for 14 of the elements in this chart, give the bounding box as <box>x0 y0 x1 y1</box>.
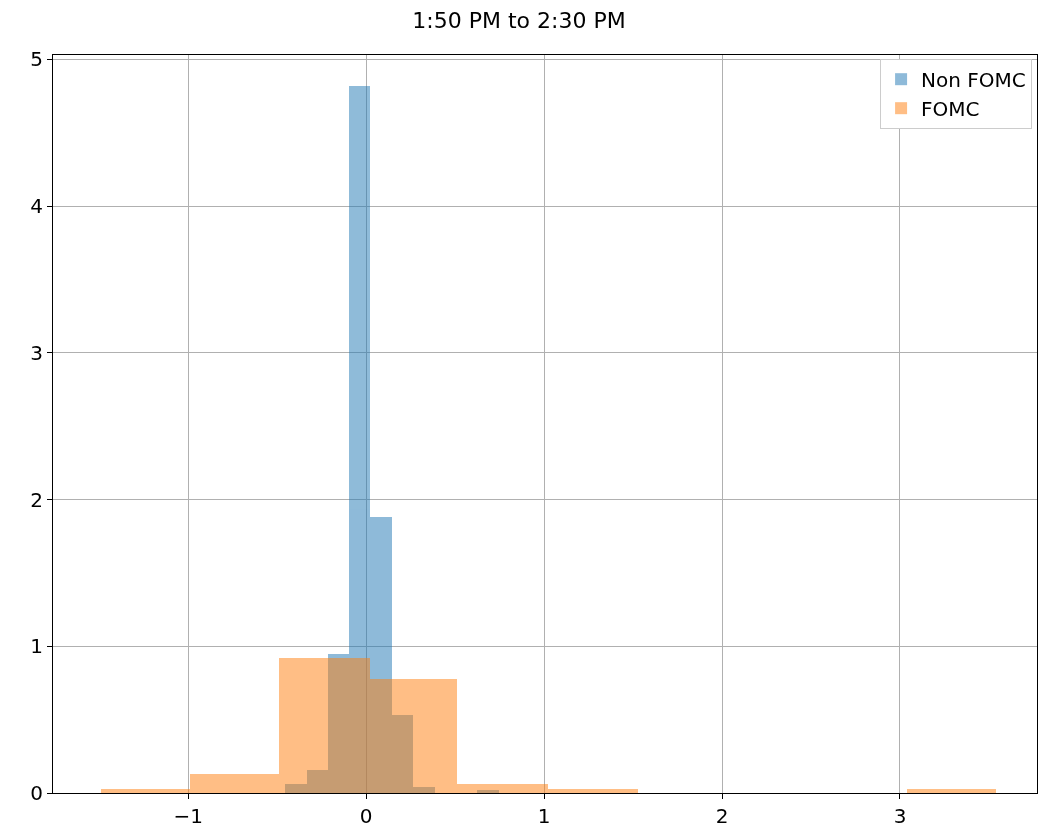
chart-title: 1:50 PM to 2:30 PM <box>412 7 626 33</box>
x-tick-label: 2 <box>715 804 729 828</box>
x-tick-label: −1 <box>173 804 203 828</box>
y-tick-label: 5 <box>30 47 43 72</box>
y-tick-label: 0 <box>30 781 43 805</box>
y-tick-label: 4 <box>30 194 43 219</box>
x-tick-label: 3 <box>893 804 907 828</box>
y-tick-label: 1 <box>30 634 43 659</box>
y-tick-label: 2 <box>30 487 43 512</box>
legend-label: Non FOMC <box>921 67 1026 92</box>
x-tick-label: 1 <box>537 804 551 828</box>
x-tick-label: 0 <box>359 804 373 828</box>
y-tick-label: 3 <box>30 340 43 365</box>
legend-label: FOMC <box>921 96 980 121</box>
